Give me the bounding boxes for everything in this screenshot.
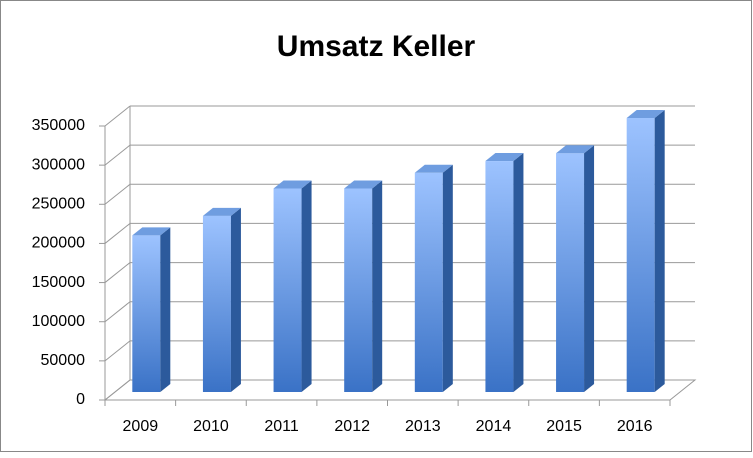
- bar: [414, 164, 453, 392]
- bar-front: [273, 188, 302, 392]
- bar-front: [132, 235, 161, 392]
- bar-top: [273, 180, 312, 189]
- grid-line-side: [104, 262, 131, 283]
- bar-side: [230, 207, 241, 392]
- bar: [273, 180, 312, 392]
- bar-side: [442, 164, 453, 392]
- bar-top: [344, 180, 383, 189]
- bar-front: [556, 153, 585, 392]
- chart-title: Umsatz Keller: [277, 30, 476, 63]
- bar-top: [414, 164, 453, 173]
- bar-front: [344, 188, 373, 392]
- y-tick-label: 200000: [32, 235, 85, 252]
- y-tick-label: 350000: [32, 117, 85, 134]
- x-tick-label: 2016: [617, 418, 653, 435]
- x-tick-label: 2011: [264, 418, 299, 435]
- bar-top: [556, 145, 595, 154]
- bar-side: [654, 110, 665, 392]
- bar-front: [202, 215, 231, 392]
- bar-side: [584, 145, 595, 392]
- bar: [344, 180, 383, 392]
- bar: [556, 145, 595, 392]
- x-tick-label: 2015: [546, 418, 582, 435]
- y-tick-label: 300000: [32, 156, 85, 173]
- bar-front: [414, 172, 443, 392]
- bar-side: [372, 180, 383, 392]
- grid-line-side: [104, 144, 131, 166]
- bar-top: [202, 207, 241, 216]
- bar-side: [160, 227, 171, 392]
- bar-top: [485, 153, 524, 162]
- y-tick-label: 0: [76, 391, 85, 408]
- grid-line-side: [104, 340, 131, 362]
- bar: [132, 227, 171, 392]
- x-tick-label: 2010: [193, 418, 229, 435]
- bar-front: [485, 161, 514, 392]
- grid-line-side: [104, 379, 131, 401]
- x-tick-label: 2014: [476, 418, 512, 435]
- bar-front: [626, 118, 655, 392]
- y-tick-label: 100000: [32, 313, 85, 330]
- x-tick-label: 2009: [123, 418, 159, 435]
- grid-line-side: [104, 105, 131, 127]
- y-tick-label: 50000: [41, 352, 86, 369]
- bar-side: [513, 153, 524, 392]
- bar: [202, 207, 241, 392]
- bar-top: [132, 227, 171, 236]
- grid-line-side: [104, 183, 131, 205]
- grid-line-side: [104, 223, 131, 244]
- bar: [485, 153, 524, 392]
- y-tick-label: 150000: [32, 274, 85, 291]
- grid-line-side: [104, 301, 131, 323]
- bar: [626, 110, 665, 392]
- floor: [103, 379, 697, 401]
- x-tick-label: 2013: [405, 418, 441, 435]
- bar-top: [626, 110, 665, 118]
- x-tick-label: 2012: [334, 418, 370, 435]
- y-tick-label: 250000: [32, 196, 85, 213]
- bar-side: [301, 180, 312, 392]
